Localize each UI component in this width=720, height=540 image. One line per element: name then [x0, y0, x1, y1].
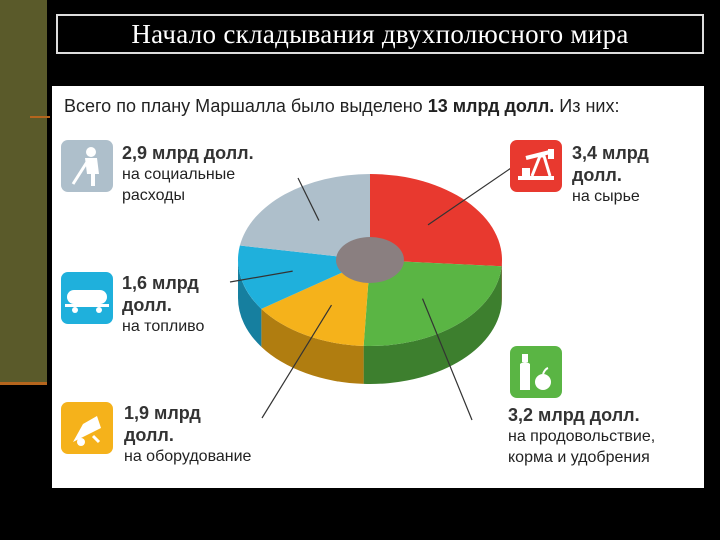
- leader-line-3: [229, 270, 293, 283]
- pie-side-3: [238, 260, 262, 347]
- raw-materials-amount-line1: 3,4 млрд: [572, 143, 649, 163]
- infographic-panel: Всего по плану Маршалла было выделено 13…: [52, 86, 704, 488]
- fuel-amount-line1: 1,6 млрд: [122, 273, 199, 293]
- oil-pump-icon: [510, 140, 562, 192]
- leader-line-4: [297, 177, 320, 221]
- equipment-amount-line2: долл.: [124, 425, 174, 445]
- bottle-apple-icon: [510, 346, 562, 398]
- side-strip: [0, 0, 47, 385]
- chart-caption: Всего по плану Маршалла было выделено 13…: [64, 96, 620, 117]
- leader-line-0: [427, 165, 515, 226]
- tank-car-icon: [61, 272, 113, 324]
- pie-chart: [229, 165, 515, 421]
- slide-title: Начало складывания двухполюсного мира: [131, 18, 629, 49]
- label-raw-materials: 3,4 млрд долл. на сырье: [572, 142, 649, 207]
- caption-total: 13 млрд долл.: [427, 96, 555, 116]
- slide-title-box: Начало складывания двухполюсного мира: [56, 14, 704, 54]
- label-food: 3,2 млрд долл. на продовольствие, корма …: [508, 404, 655, 468]
- equipment-amount-line1: 1,9 млрд: [124, 403, 201, 423]
- pie-top: [238, 174, 502, 346]
- pie-side-2: [261, 308, 364, 384]
- fuel-amount-line2: долл.: [122, 295, 172, 315]
- social-amount: 2,9 млрд долл.: [122, 143, 254, 163]
- food-desc-line2: корма и удобрения: [508, 449, 650, 466]
- food-desc-line1: на продовольствие,: [508, 428, 656, 445]
- pie-slice-0: [370, 174, 502, 267]
- pie-hub: [336, 237, 404, 283]
- label-fuel: 1,6 млрд долл. на топливо: [122, 272, 204, 337]
- leader-line-1: [421, 298, 473, 421]
- social-desc-line1: на социальные: [122, 166, 236, 183]
- drill-icon: [61, 402, 113, 454]
- raw-materials-desc: на сырье: [572, 188, 640, 205]
- leader-lines: [229, 165, 515, 421]
- worker-icon: [61, 140, 113, 192]
- pie-slice-2: [261, 260, 370, 346]
- food-amount: 3,2 млрд долл.: [508, 405, 640, 425]
- caption-suffix: Из них:: [554, 96, 620, 116]
- label-social: 2,9 млрд долл. на социальные расходы: [122, 142, 254, 206]
- social-desc-line2: расходы: [122, 187, 185, 204]
- caption-prefix: Всего по плану Маршалла было выделено: [64, 96, 428, 116]
- raw-materials-amount-line2: долл.: [572, 165, 622, 185]
- side-divider: [0, 382, 47, 385]
- pie-slice-1: [363, 260, 502, 346]
- accent-tick: [30, 116, 50, 118]
- pie-sides: [238, 260, 502, 384]
- fuel-desc: на топливо: [122, 318, 205, 335]
- pie-side-1: [363, 266, 502, 384]
- pie-slice-4: [239, 174, 370, 260]
- leader-line-2: [261, 304, 333, 419]
- label-equipment: 1,9 млрд долл. на оборудование: [124, 402, 251, 467]
- equipment-desc: на оборудование: [124, 448, 252, 465]
